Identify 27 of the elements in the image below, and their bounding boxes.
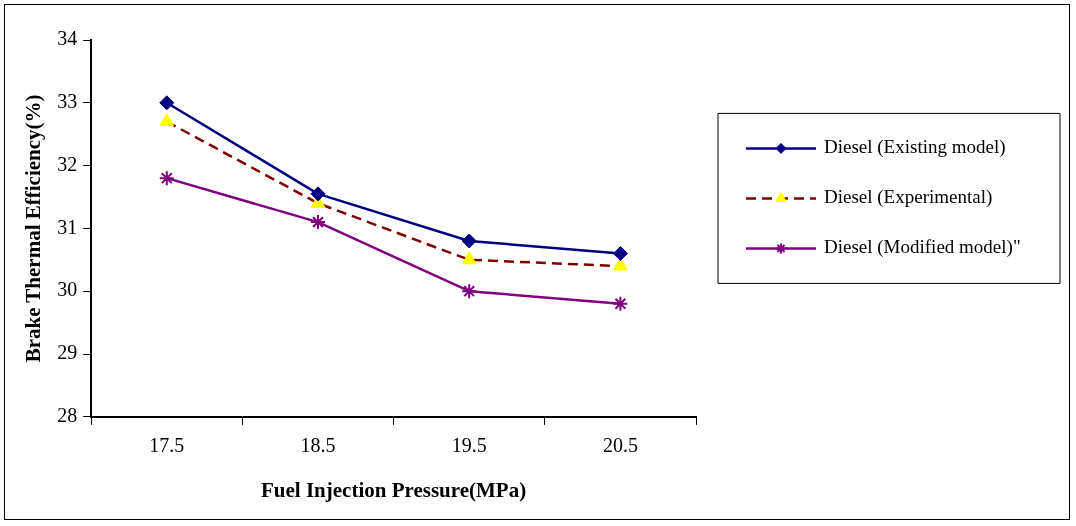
- point: [612, 257, 628, 271]
- x-tick-label: 18.5: [300, 434, 336, 457]
- legend-label: Diesel (Modified model)": [824, 236, 1021, 259]
- y-tick-label: 31: [57, 215, 78, 238]
- point: [310, 214, 326, 231]
- y-tick-label: 29: [57, 341, 78, 364]
- point: [461, 251, 477, 265]
- x-tick-label: 20.5: [602, 434, 638, 457]
- legend-label: Diesel (Existing model): [824, 136, 1006, 159]
- x-tick-label: 17.5: [149, 434, 185, 457]
- point: [310, 186, 326, 202]
- x-axis-title: Fuel Injection Pressure(MPa): [261, 477, 527, 502]
- point: [461, 283, 478, 300]
- point: [158, 170, 175, 187]
- point: [461, 233, 477, 249]
- point: [612, 295, 629, 312]
- y-tick-label: 32: [57, 152, 78, 175]
- y-axis-title: Brake Thermal Efficiency(%): [21, 94, 46, 363]
- point: [159, 113, 175, 127]
- legend-label: Diesel (Experimental): [824, 186, 993, 209]
- y-tick-label: 33: [57, 90, 78, 113]
- y-tick-label: 34: [57, 27, 78, 50]
- y-tick-label: 28: [57, 404, 78, 427]
- point: [159, 95, 175, 111]
- x-tick-label: 19.5: [451, 434, 487, 457]
- point: [612, 246, 628, 262]
- y-tick-label: 30: [57, 278, 78, 301]
